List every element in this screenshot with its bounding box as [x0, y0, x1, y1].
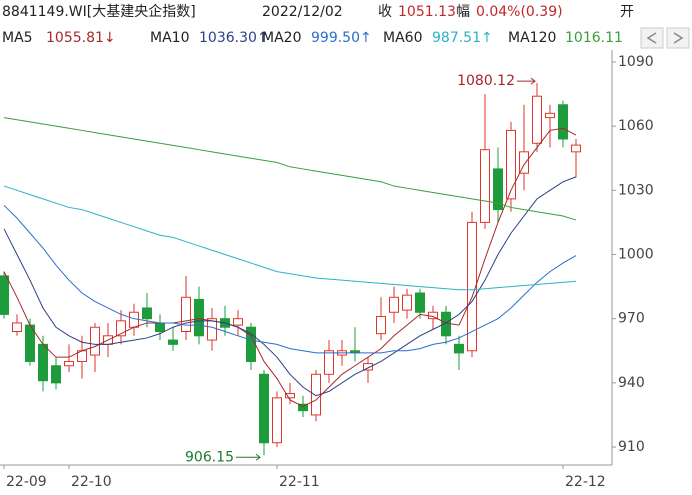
legend-value: 1036.30↑ [199, 30, 269, 46]
candle-body [480, 149, 490, 223]
close-value: 1051.13 [398, 4, 456, 20]
candle-body [402, 294, 412, 311]
close-label: 收 [378, 4, 392, 20]
legend-value: 999.50↑ [311, 30, 372, 46]
candle-body [64, 360, 74, 367]
candle-body [116, 320, 126, 337]
annotation: 1080.12 [457, 73, 515, 89]
candle-body [233, 318, 243, 326]
candle-body [324, 350, 334, 375]
candle-body [38, 343, 48, 382]
candle-body [51, 365, 61, 384]
legend-value: 1055.81↓ [46, 30, 116, 46]
prev-icon [646, 32, 657, 44]
ma-line [3, 204, 577, 354]
prev-button[interactable] [640, 27, 664, 49]
candle-body [376, 316, 386, 335]
candle-body [467, 221, 477, 352]
candle-body [168, 339, 178, 345]
open-label: 开 [620, 4, 634, 20]
candle-body [506, 129, 516, 200]
y-tick-label: 970 [618, 311, 645, 327]
legend-name: MA20 [262, 30, 301, 46]
annotation-arrowhead [255, 453, 261, 461]
ma-line [3, 127, 577, 407]
candle-body [272, 397, 282, 444]
candle-body [519, 151, 529, 174]
candle-body [298, 403, 308, 412]
candle-body [90, 326, 100, 356]
candle-body [194, 298, 204, 337]
candle-body [142, 307, 152, 320]
annotation-arrowhead [530, 77, 536, 85]
candle-body [493, 168, 503, 211]
x-tick-label: 22-11 [279, 474, 320, 490]
x-tick-label: 22-09 [6, 474, 47, 490]
candle-body [181, 296, 191, 333]
y-tick-label: 1030 [618, 182, 654, 198]
candle-body [363, 363, 373, 371]
legend-name: MA120 [508, 30, 556, 46]
y-tick-label: 940 [618, 375, 645, 391]
candle-body [0, 275, 9, 315]
candle-body [207, 318, 217, 341]
candle-body [12, 322, 22, 333]
candle-body [545, 112, 555, 119]
date: 2022/12/02 [262, 4, 343, 20]
candle-body [558, 104, 568, 140]
candle-body [389, 296, 399, 313]
change-value: 0.04%(0.39) [476, 4, 563, 20]
legend-value: 1016.11 [565, 30, 623, 46]
y-tick-label: 1090 [618, 54, 654, 70]
legend-name: MA60 [383, 30, 422, 46]
legend-name: MA10 [150, 30, 189, 46]
candle-body [155, 322, 165, 333]
annotation: 906.15 [185, 449, 234, 465]
ma-line [3, 185, 577, 291]
x-tick-label: 22-10 [71, 474, 112, 490]
candle-body [571, 144, 581, 153]
y-tick-label: 1060 [618, 118, 654, 134]
next-button[interactable] [666, 27, 690, 49]
candle-body [259, 373, 269, 444]
ma-line [3, 176, 577, 397]
change-label: 幅 [456, 4, 470, 20]
x-tick-label: 22-12 [565, 474, 606, 490]
candle-body [415, 292, 425, 313]
index-code: 8841149.WI[大基建央企指数] [2, 3, 196, 20]
candle-body [532, 95, 542, 144]
legend-name: MA5 [2, 30, 33, 46]
y-tick-label: 1000 [618, 247, 654, 263]
legend-value: 987.51↑ [432, 30, 493, 46]
ma-line [3, 117, 577, 221]
y-tick-label: 910 [618, 439, 645, 455]
next-icon [673, 32, 684, 44]
candle-body [454, 343, 464, 354]
candle-body [129, 311, 139, 328]
candle-body [285, 393, 295, 399]
